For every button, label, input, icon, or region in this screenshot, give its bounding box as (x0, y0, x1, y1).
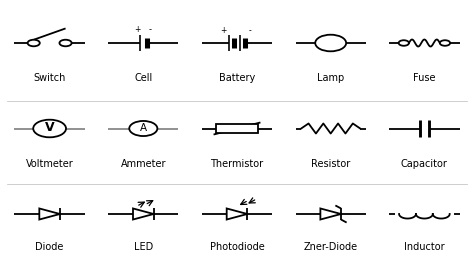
Text: +: + (135, 25, 141, 34)
Text: Resistor: Resistor (311, 159, 350, 169)
Polygon shape (320, 208, 341, 219)
Text: Lamp: Lamp (317, 73, 344, 83)
Text: A: A (140, 123, 147, 133)
Text: Battery: Battery (219, 73, 255, 83)
Text: Capacitor: Capacitor (401, 159, 448, 169)
Text: Switch: Switch (34, 73, 66, 83)
Circle shape (33, 120, 66, 137)
Text: Zner-Diode: Zner-Diode (304, 242, 358, 252)
Circle shape (27, 40, 40, 46)
Text: Ammeter: Ammeter (120, 159, 166, 169)
Text: Photodiode: Photodiode (210, 242, 264, 252)
Text: Cell: Cell (134, 73, 153, 83)
Text: +: + (221, 26, 227, 35)
Text: V: V (45, 122, 55, 134)
Text: Diode: Diode (36, 242, 64, 252)
Text: -: - (148, 25, 151, 34)
Circle shape (315, 35, 346, 51)
Circle shape (399, 40, 409, 46)
Text: Thermistor: Thermistor (210, 159, 264, 169)
Bar (216, 124, 258, 133)
Circle shape (59, 40, 72, 46)
Circle shape (129, 121, 157, 136)
Circle shape (440, 40, 450, 46)
Polygon shape (133, 208, 154, 219)
Polygon shape (39, 208, 60, 219)
Text: Voltmeter: Voltmeter (26, 159, 73, 169)
Text: LED: LED (134, 242, 153, 252)
Text: Fuse: Fuse (413, 73, 436, 83)
Text: -: - (249, 26, 252, 35)
Text: Inductor: Inductor (404, 242, 445, 252)
Polygon shape (227, 208, 247, 219)
